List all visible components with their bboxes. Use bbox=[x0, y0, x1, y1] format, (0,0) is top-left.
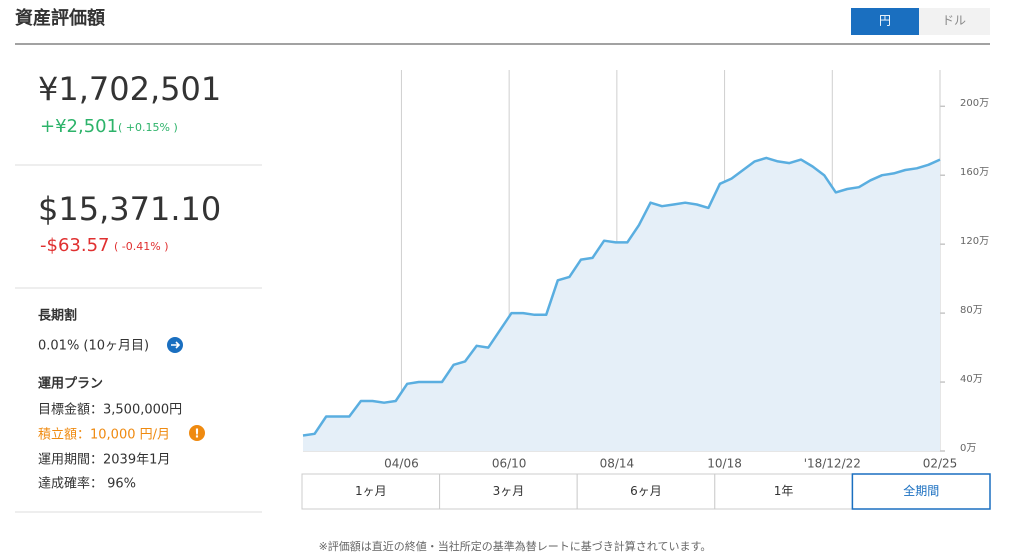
jpy-change: +¥2,501 bbox=[40, 116, 118, 137]
period-button-label[interactable]: 1年 bbox=[774, 484, 794, 498]
x-tick-label: '18/12/22 bbox=[804, 457, 861, 471]
y-tick-label: 80万 bbox=[960, 305, 983, 316]
period-button[interactable] bbox=[851, 473, 991, 510]
y-tick-label: 120万 bbox=[960, 236, 989, 247]
period-button-label[interactable]: 3ヶ月 bbox=[493, 484, 525, 498]
period-button[interactable] bbox=[439, 473, 578, 510]
period-buttons: 1ヶ月 3ヶ月 6ヶ月 1年 全期間 bbox=[301, 473, 991, 510]
jpy-value: ¥1,702,501 bbox=[38, 70, 221, 108]
toggle-yen[interactable] bbox=[851, 8, 919, 35]
toggle-dollar-label[interactable]: ドル bbox=[942, 14, 966, 28]
warning-mark[interactable]: ! bbox=[194, 427, 199, 441]
plan-item: 達成確率： 96% bbox=[38, 476, 136, 492]
x-tick-label: 06/10 bbox=[492, 457, 527, 471]
arrow-icon bbox=[171, 341, 181, 349]
x-tick-label: 02/25 bbox=[923, 457, 958, 471]
x-tick-label: 08/14 bbox=[600, 457, 635, 471]
plan-item: 運用期間：2039年1月 bbox=[38, 453, 170, 468]
usd-change: -$63.57 bbox=[40, 235, 109, 256]
y-tick-label: 40万 bbox=[960, 374, 983, 385]
plan-item: 目標金額：3,500,000円 bbox=[38, 402, 182, 418]
warning-icon[interactable] bbox=[189, 425, 205, 441]
y-tick-label: 160万 bbox=[960, 167, 989, 178]
discount-rate: 0.01% (10ヶ月目) bbox=[38, 339, 149, 354]
usd-value: $15,371.10 bbox=[38, 190, 221, 228]
area-fill bbox=[303, 157, 940, 451]
plan-item: 積立額：10,000 円/月 bbox=[38, 428, 170, 443]
jpy-change-pct: ( +0.15% ) bbox=[118, 121, 178, 134]
x-tick-label: 10/18 bbox=[707, 457, 742, 471]
line bbox=[302, 156, 941, 437]
period-button[interactable] bbox=[301, 473, 441, 510]
discount-title: 長期割 bbox=[38, 308, 77, 324]
period-button[interactable] bbox=[576, 473, 716, 510]
footnote: ※評価額は直近の終値・当社所定の基準為替レートに基づき計算されています。 bbox=[319, 539, 712, 553]
period-button-label[interactable]: 全期間 bbox=[903, 483, 939, 498]
period-button-label[interactable]: 6ヶ月 bbox=[630, 484, 662, 498]
plan-title: 運用プラン bbox=[38, 377, 103, 392]
toggle-yen-label[interactable]: 円 bbox=[879, 14, 891, 28]
x-tick-label: 04/06 bbox=[384, 457, 419, 471]
y-tick-label: 0万 bbox=[960, 443, 976, 454]
toggle-dollar[interactable] bbox=[919, 8, 990, 35]
page-title: 資産評価額 bbox=[15, 7, 105, 29]
y-tick-label: 200万 bbox=[960, 98, 989, 109]
period-button-label[interactable]: 1ヶ月 bbox=[355, 484, 387, 498]
usd-change-pct: ( -0.41% ) bbox=[114, 240, 169, 253]
